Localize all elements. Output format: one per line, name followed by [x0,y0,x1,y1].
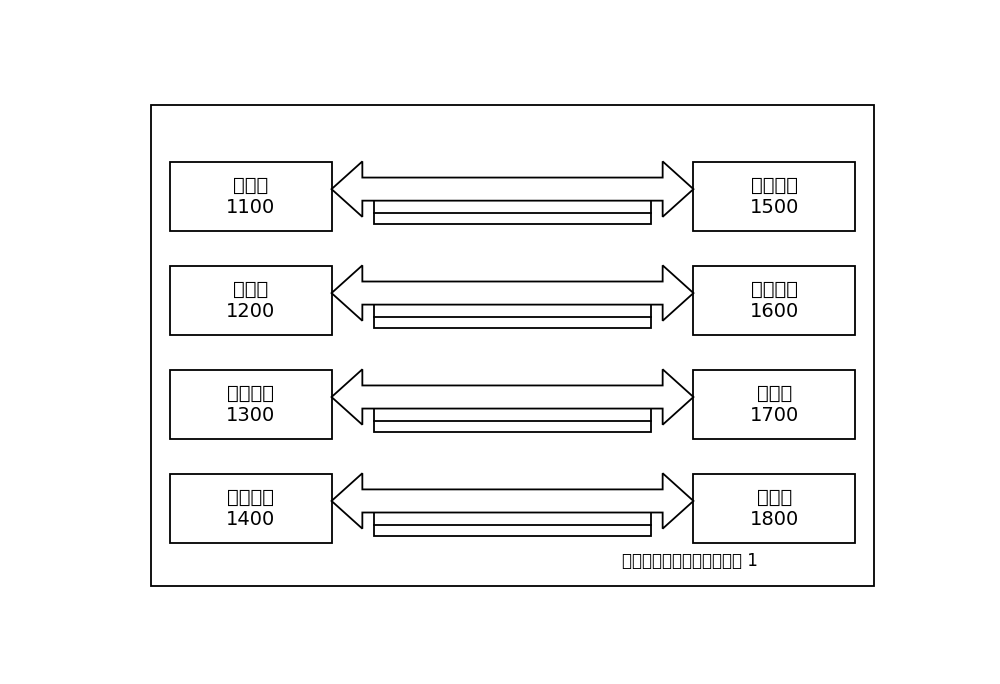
Bar [693,474,855,543]
Text: 显示装置
1500: 显示装置 1500 [750,176,799,218]
Polygon shape [332,369,693,425]
Bar [693,162,855,231]
Bar [170,162,332,231]
Bar [693,266,855,335]
Bar [374,317,651,328]
Text: 存储器
1200: 存储器 1200 [226,280,275,321]
Bar [374,525,651,536]
Polygon shape [332,265,693,321]
Text: 接口装置
1300: 接口装置 1300 [226,384,275,425]
Bar [170,474,332,543]
Bar [170,266,332,335]
Text: 消除视频中目标影像的装置 1: 消除视频中目标影像的装置 1 [622,552,758,570]
Polygon shape [332,473,693,529]
Bar [170,370,332,439]
Text: 麦克风
1800: 麦克风 1800 [750,488,799,529]
Text: 输入装置
1600: 输入装置 1600 [750,280,799,321]
Polygon shape [332,161,693,217]
Text: 处理器
1100: 处理器 1100 [226,176,275,218]
Text: 通信装置
1400: 通信装置 1400 [226,488,275,529]
Bar [374,213,651,224]
Bar [693,370,855,439]
Text: 扬声器
1700: 扬声器 1700 [750,384,799,425]
Bar [374,421,651,432]
